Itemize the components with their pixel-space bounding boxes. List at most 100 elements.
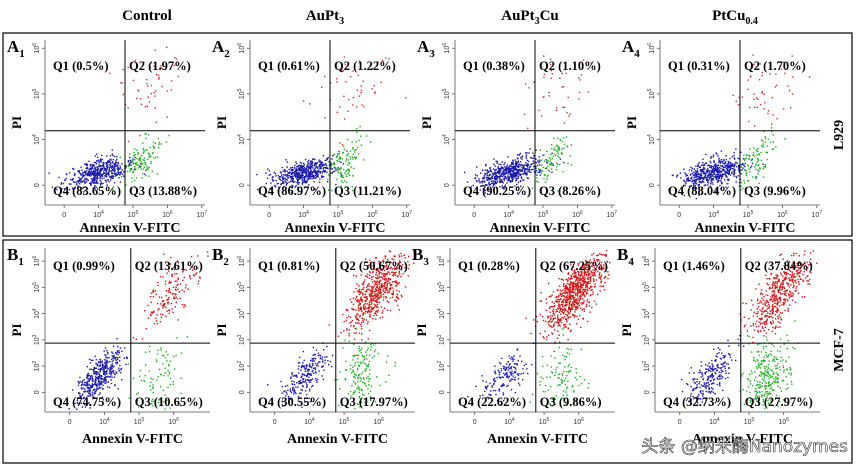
quadrant-text: Q3 (17.97%) (340, 395, 408, 409)
event-dot (318, 161, 320, 163)
event-dot (716, 169, 718, 171)
event-dot (298, 382, 300, 385)
event-dot (176, 284, 178, 286)
event-dot (727, 179, 730, 182)
event-dot (110, 364, 112, 366)
event-dot (747, 164, 749, 166)
event-dot (162, 300, 164, 302)
event-dot (351, 319, 354, 322)
event-dot (767, 138, 770, 140)
event-dot (306, 364, 308, 366)
event-dot (488, 171, 490, 173)
event-dot (356, 369, 359, 371)
event-dot (404, 266, 406, 269)
event-dot (721, 175, 724, 177)
event-dot (475, 180, 478, 182)
event-dot (166, 360, 168, 362)
tick-base: 10 (34, 259, 41, 267)
event-dot (342, 313, 344, 316)
event-dot (354, 390, 356, 392)
event-dot (297, 165, 299, 167)
event-dot (129, 169, 132, 171)
event-dot (375, 280, 377, 283)
event-dot (506, 376, 509, 378)
event-dot (587, 382, 590, 385)
event-dot (142, 172, 144, 175)
event-dot (385, 266, 387, 268)
event-dot (90, 386, 92, 388)
event-dot (570, 348, 573, 351)
event-dot (169, 371, 171, 374)
event-dot (356, 283, 358, 285)
event-dot (529, 167, 531, 169)
event-dot (363, 307, 365, 310)
event-dot (160, 347, 162, 349)
event-dot (287, 173, 289, 175)
event-dot (384, 285, 386, 287)
x-tick-label: 0 (677, 212, 681, 219)
x-tick-label: 105 (333, 210, 344, 219)
event-dot (88, 374, 90, 376)
event-dot (302, 385, 304, 388)
event-dot (319, 172, 321, 174)
event-dot (761, 92, 763, 94)
event-dot (514, 370, 516, 373)
event-dot (344, 180, 346, 182)
event-dot (377, 277, 380, 279)
event-dot (706, 178, 709, 180)
event-dot (157, 302, 159, 305)
event-dot (313, 169, 316, 171)
event-dot (343, 95, 345, 97)
event-dot (378, 283, 381, 285)
event-dot (111, 368, 113, 370)
event-dot (362, 361, 364, 363)
event-dot (711, 181, 713, 184)
event-dot (508, 172, 510, 174)
event-dot (361, 288, 363, 291)
event-dot (346, 138, 349, 141)
event-dot (168, 289, 171, 291)
x-tick-label: 105 (134, 417, 145, 426)
event-dot (103, 177, 105, 179)
event-dot (149, 403, 151, 405)
event-dot (358, 300, 361, 303)
event-dot (90, 178, 92, 180)
event-dot (107, 351, 109, 354)
event-dot (535, 161, 537, 164)
event-dot (280, 172, 282, 174)
event-dot (787, 85, 789, 87)
event-dot (568, 364, 570, 366)
event-dot (395, 296, 398, 298)
panel-label: A1 (7, 37, 25, 60)
event-dot (302, 366, 305, 368)
event-dot (394, 285, 397, 287)
event-dot (80, 179, 82, 181)
event-dot (302, 381, 304, 383)
event-dot (314, 171, 316, 173)
event-dot (313, 357, 315, 359)
event-dot (487, 385, 489, 387)
event-dot (190, 255, 193, 258)
event-dot (490, 182, 493, 185)
event-dot (333, 162, 335, 164)
event-dot (97, 381, 100, 383)
event-dot (177, 288, 179, 290)
event-dot (296, 169, 299, 172)
event-dot (314, 158, 316, 161)
event-dot (384, 288, 387, 290)
axis-label-text: PI (9, 116, 24, 129)
event-dot (484, 390, 486, 392)
event-dot (147, 152, 150, 154)
event-dot (100, 165, 102, 168)
event-dot (168, 282, 170, 284)
event-dot (134, 153, 137, 156)
event-dot (370, 293, 372, 295)
event-dot (311, 160, 313, 162)
event-dot (117, 358, 119, 361)
event-dot (107, 375, 109, 378)
x-tick-label: 107 (197, 210, 208, 219)
event-dot (147, 168, 149, 170)
event-dot (362, 80, 364, 82)
tick-base: 10 (402, 212, 410, 219)
event-dot (82, 393, 84, 395)
